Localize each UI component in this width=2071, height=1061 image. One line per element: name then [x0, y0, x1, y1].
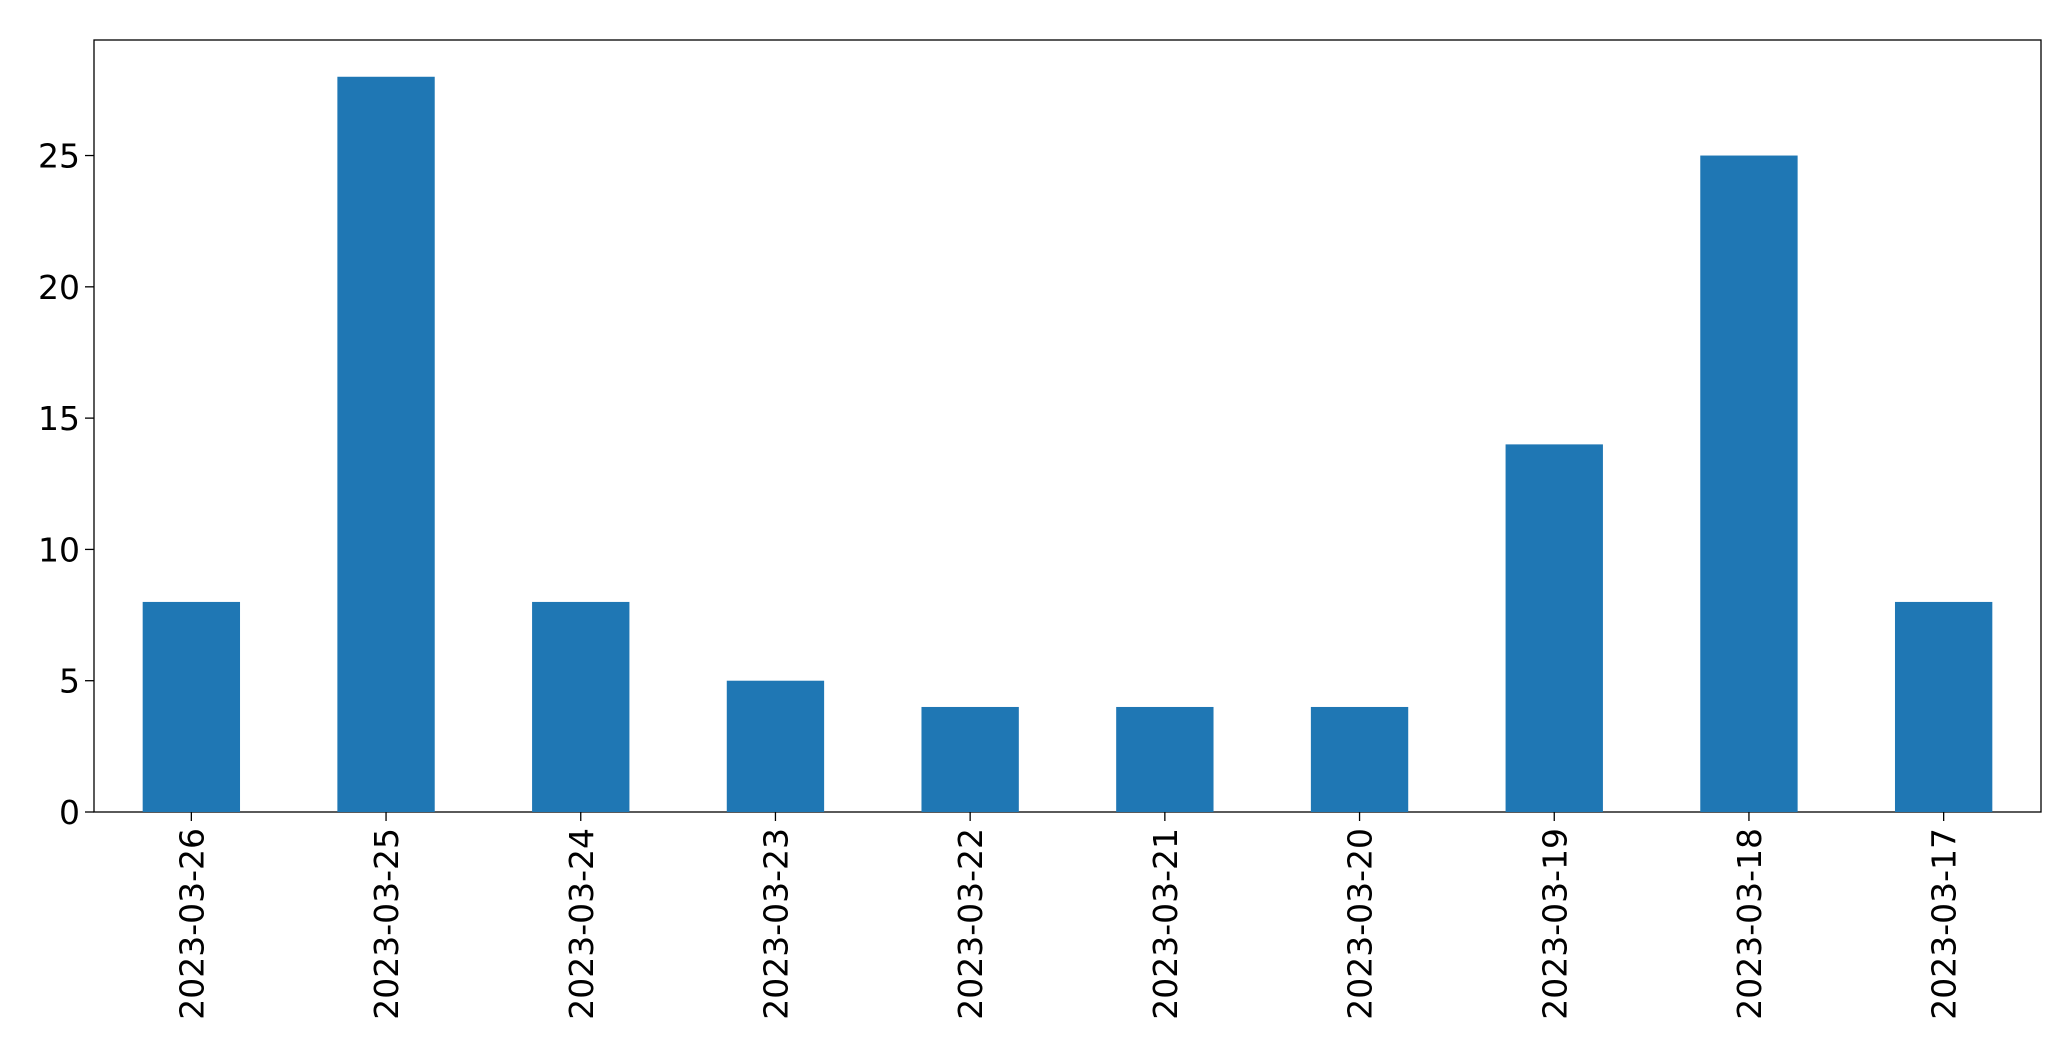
y-tick-label: 15	[38, 399, 80, 438]
y-tick-label: 10	[38, 530, 80, 569]
bar	[1116, 706, 1214, 812]
bar	[921, 706, 1019, 812]
x-tick-label: 2023-03-21	[1146, 828, 1185, 1020]
bar	[726, 680, 825, 812]
bar	[1700, 155, 1798, 812]
bar	[1505, 444, 1603, 812]
y-tick-label: 0	[59, 793, 80, 832]
x-tick-label: 2023-03-26	[172, 828, 211, 1020]
x-tick-label: 2023-03-20	[1341, 828, 1380, 1020]
x-tick-label: 2023-03-22	[951, 828, 990, 1020]
y-tick-label: 20	[38, 268, 80, 307]
x-tick-label: 2023-03-17	[1925, 828, 1964, 1020]
bar	[337, 76, 435, 812]
y-tick-label: 5	[59, 662, 80, 701]
x-tick-label: 2023-03-19	[1535, 828, 1574, 1020]
bar	[1310, 706, 1409, 812]
bar	[142, 601, 241, 812]
bar	[532, 601, 630, 812]
y-tick-label: 25	[38, 137, 80, 176]
bar	[1894, 601, 1993, 812]
x-tick-label: 2023-03-24	[562, 828, 601, 1020]
x-tick-label: 2023-03-23	[756, 828, 795, 1020]
x-tick-label: 2023-03-18	[1730, 828, 1769, 1020]
plot-frame	[93, 39, 2042, 813]
x-tick-label: 2023-03-25	[367, 828, 406, 1020]
